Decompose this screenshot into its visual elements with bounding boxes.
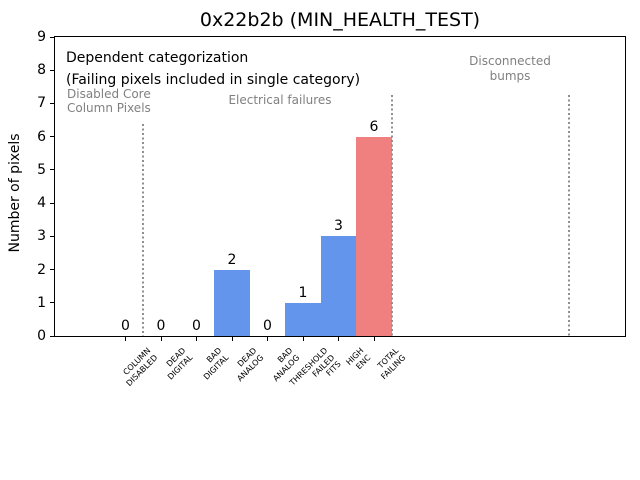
- x-tick: [302, 337, 304, 341]
- y-tick-label: 2: [37, 261, 46, 278]
- bar-value-label: 2: [227, 251, 237, 268]
- bar-value-label: 1: [298, 284, 308, 301]
- bar-value-label: 6: [369, 118, 379, 135]
- group-separator-line: [568, 95, 571, 336]
- y-tick: [50, 136, 54, 138]
- group-separator-line: [142, 124, 145, 336]
- x-tick: [338, 337, 339, 341]
- y-tick: [50, 36, 54, 38]
- y-tick-label: 5: [37, 161, 46, 178]
- y-tick: [50, 335, 54, 337]
- bar: [214, 269, 250, 336]
- y-tick-label: 9: [37, 29, 46, 45]
- y-tick: [50, 69, 54, 71]
- y-tick: [50, 102, 54, 104]
- x-tick: [267, 337, 268, 341]
- annotation-dependent-categorization: Dependent categorization (Failing pixels…: [66, 50, 361, 88]
- y-tick: [50, 269, 54, 271]
- bar: [285, 302, 321, 336]
- bar-value-label: 0: [121, 318, 130, 334]
- x-tick: [373, 337, 375, 341]
- y-tick-label: 6: [37, 128, 46, 145]
- chart-title: 0x22b2b (MIN_HEALTH_TEST): [199, 9, 481, 31]
- y-tick: [50, 302, 54, 304]
- y-tick-label: 4: [37, 195, 46, 212]
- bar: [320, 236, 357, 336]
- bar-value-label: 0: [263, 318, 272, 334]
- group-separator-line: [390, 95, 393, 336]
- x-tick: [160, 337, 162, 341]
- y-tick-label: 0: [37, 328, 46, 344]
- x-tick: [196, 337, 197, 341]
- bar-value-label: 3: [334, 218, 343, 235]
- bar-value-label: 0: [192, 318, 201, 334]
- y-tick-label: 7: [37, 95, 46, 112]
- bar: [356, 136, 392, 336]
- y-tick-label: 1: [37, 294, 46, 311]
- y-tick-label: 8: [37, 62, 46, 79]
- group-label-electrical-failures: Electrical failures: [228, 93, 332, 107]
- y-tick: [50, 235, 54, 237]
- bar-value-label: 0: [156, 318, 166, 334]
- y-tick: [50, 169, 54, 171]
- y-tick: [50, 202, 54, 204]
- y-tick-label: 3: [37, 228, 46, 245]
- group-label-disabled-core-column-pixels: Disabled Core Column Pixels: [67, 87, 151, 115]
- x-tick: [231, 337, 233, 341]
- x-tick: [125, 337, 126, 341]
- group-label-disconnected-bumps: Disconnected bumps: [469, 54, 551, 83]
